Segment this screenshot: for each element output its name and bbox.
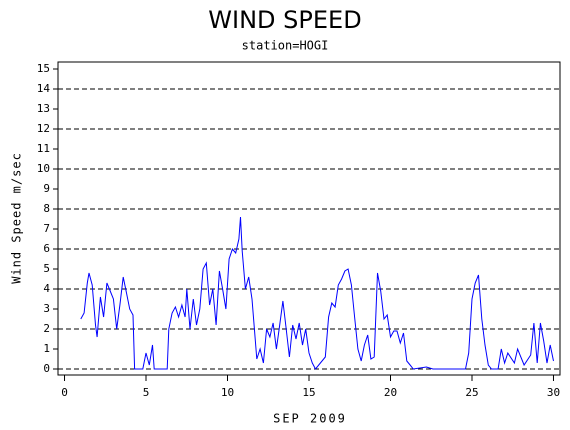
y-tick-label: 3 [43,302,50,315]
y-tick-label: 5 [43,262,50,275]
y-tick-label: 9 [43,182,50,195]
y-tick-label: 7 [43,222,50,235]
y-tick-label: 13 [37,102,50,115]
y-tick-label: 1 [43,342,50,355]
x-tick-label: 30 [547,386,560,399]
x-tick-label: 20 [384,386,397,399]
y-tick-label: 11 [37,142,50,155]
y-tick-label: 15 [37,62,50,75]
x-tick-label: 5 [143,386,150,399]
chart-title: WIND SPEED [208,6,361,34]
x-tick-label: 25 [465,386,478,399]
y-tick-label: 2 [43,322,50,335]
y-tick-label: 8 [43,202,50,215]
chart-subtitle: station=HOGI [242,39,329,53]
x-tick-label: 0 [61,386,68,399]
x-tick-label: 10 [221,386,234,399]
data-line [80,216,554,370]
y-tick-label: 4 [43,282,50,295]
y-tick-label: 0 [43,362,50,375]
x-axis-label: SEP 2009 [273,412,347,426]
y-tick-label: 10 [37,162,50,175]
y-tick-label: 14 [37,82,51,95]
x-tick-label: 15 [302,386,315,399]
y-tick-label: 12 [37,122,50,135]
y-tick-label: 6 [43,242,50,255]
y-axis-label: Wind Speed m/sec [10,152,24,284]
